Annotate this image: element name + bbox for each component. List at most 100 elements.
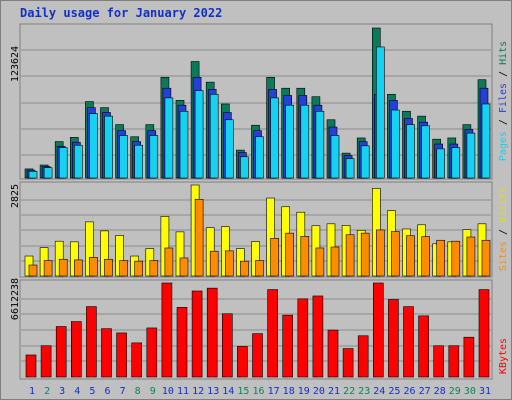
bar-pages-day-6 <box>104 115 113 179</box>
bar-sites-day-29 <box>451 240 461 277</box>
legend-sep-1: / <box>498 113 509 131</box>
bar-pages-day-8 <box>134 144 143 179</box>
day-label-20: 20 <box>313 386 325 397</box>
day-label-28: 28 <box>434 386 446 397</box>
bar-kbytes-day-1 <box>25 354 37 378</box>
bar-kbytes-day-30 <box>463 336 475 378</box>
bar-pages-day-10 <box>164 97 174 179</box>
bar-kbytes-day-10 <box>161 282 173 378</box>
bar-sites-day-4 <box>74 259 83 277</box>
bar-kbytes-day-18 <box>282 314 294 378</box>
bar-pages-day-27 <box>421 125 430 179</box>
day-label-14: 14 <box>222 386 234 397</box>
day-label-21: 21 <box>328 386 340 397</box>
bar-sites-day-2 <box>43 260 53 277</box>
bar-sites-day-19 <box>300 236 310 277</box>
day-label-17: 17 <box>268 386 280 397</box>
day-label-18: 18 <box>283 386 295 397</box>
day-label-2: 2 <box>44 386 50 397</box>
day-label-3: 3 <box>59 386 65 397</box>
bar-kbytes-day-12 <box>191 290 203 378</box>
bar-pages-day-2 <box>43 167 53 179</box>
bar-kbytes-day-23 <box>357 335 369 378</box>
bar-kbytes-day-8 <box>131 342 142 378</box>
day-label-1: 1 <box>29 386 35 397</box>
bar-pages-day-28 <box>436 148 446 179</box>
legend-sep-3: / <box>498 223 509 241</box>
bar-sites-day-11 <box>179 257 189 277</box>
day-label-31: 31 <box>479 386 491 397</box>
bar-pages-day-25 <box>391 109 400 179</box>
day-label-13: 13 <box>207 386 219 397</box>
bar-sites-day-30 <box>466 236 476 277</box>
bar-sites-day-10 <box>164 247 174 277</box>
bar-sites-day-9 <box>149 260 159 277</box>
bar-sites-day-20 <box>315 247 325 277</box>
bar-pages-day-24 <box>375 46 385 179</box>
legend-pages: Pages <box>498 131 509 161</box>
bar-sites-day-5 <box>89 257 98 277</box>
bar-kbytes-day-14 <box>222 313 233 378</box>
bar-sites-day-28 <box>436 239 446 277</box>
day-label-15: 15 <box>237 386 249 397</box>
day-label-8: 8 <box>135 386 141 397</box>
bar-sites-day-22 <box>345 234 355 277</box>
bar-pages-day-9 <box>149 135 159 179</box>
day-label-29: 29 <box>449 386 461 397</box>
ymax-label-hits: 123624 <box>10 46 21 82</box>
bar-kbytes-day-31 <box>478 289 490 378</box>
legend-hits: Hits <box>498 41 509 65</box>
day-label-16: 16 <box>252 386 264 397</box>
bar-sites-day-16 <box>255 260 264 277</box>
bar-sites-day-31 <box>481 239 491 277</box>
bar-pages-day-30 <box>466 132 476 179</box>
bar-kbytes-day-17 <box>267 289 278 378</box>
bar-pages-day-3 <box>58 147 68 179</box>
bar-kbytes-day-29 <box>448 345 460 378</box>
day-label-9: 9 <box>150 386 156 397</box>
day-label-30: 30 <box>464 386 476 397</box>
bar-pages-day-5 <box>89 113 98 179</box>
day-label-26: 26 <box>403 386 415 397</box>
bar-sites-day-18 <box>285 232 295 277</box>
bar-sites-day-6 <box>104 258 113 277</box>
ymax-label-kbytes: 6612238 <box>10 278 21 320</box>
chart-title: Daily usage for January 2022 <box>20 6 223 20</box>
legend-hits-files-pages: Pages / Files / Hits <box>498 41 509 161</box>
day-label-27: 27 <box>419 386 431 397</box>
bar-sites-day-23 <box>360 232 370 277</box>
bar-kbytes-day-28 <box>433 345 445 378</box>
bar-sites-day-21 <box>330 246 340 277</box>
legend-sites: Sites <box>498 241 509 271</box>
bar-kbytes-day-19 <box>297 298 309 378</box>
bar-kbytes-day-5 <box>86 306 97 378</box>
day-label-11: 11 <box>177 386 189 397</box>
day-label-24: 24 <box>373 386 385 397</box>
day-label-12: 12 <box>192 386 204 397</box>
bar-kbytes-day-21 <box>327 329 339 378</box>
day-labels: 1 2 3 4 5 6 7 8 9 10 11 12 13 14 15 16 17 18 19 20 21 22 23 24 2… <box>29 386 491 397</box>
bar-pages-day-7 <box>119 135 128 179</box>
bar-kbytes-day-7 <box>116 332 127 378</box>
bar-sites-day-24 <box>375 229 385 277</box>
bar-kbytes-day-15 <box>237 346 248 378</box>
bar-sites-day-17 <box>270 238 279 277</box>
bar-pages-day-29 <box>451 147 461 179</box>
day-label-25: 25 <box>388 386 400 397</box>
bar-pages-day-12 <box>194 90 204 179</box>
bar-sites-day-7 <box>119 260 128 277</box>
day-label-7: 7 <box>120 386 126 397</box>
bar-pages-day-11 <box>179 110 189 179</box>
legend-files: Files <box>498 83 509 113</box>
bar-pages-day-18 <box>285 104 295 179</box>
bar-pages-day-15 <box>240 156 249 179</box>
bar-pages-day-17 <box>270 97 279 179</box>
bar-pages-day-31 <box>481 103 491 179</box>
bar-sites-day-27 <box>421 236 430 277</box>
legend-visits-sites: Sites / Visits <box>498 187 509 271</box>
day-label-23: 23 <box>358 386 370 397</box>
bar-kbytes-day-24 <box>372 282 384 378</box>
bar-kbytes-day-4 <box>71 321 82 378</box>
bar-sites-day-3 <box>58 258 68 277</box>
